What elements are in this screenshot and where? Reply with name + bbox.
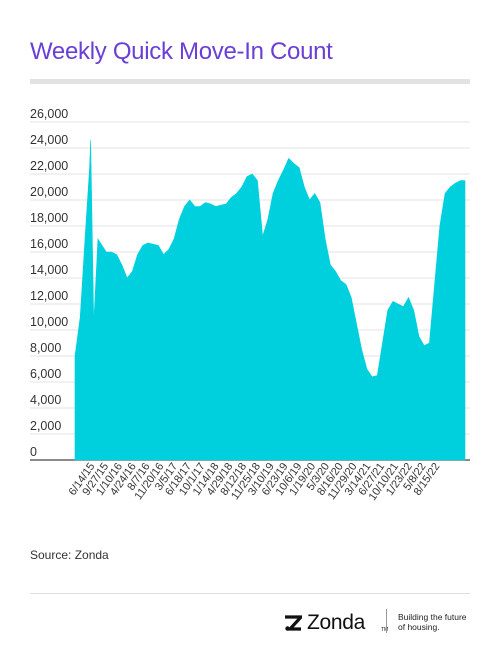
x-axis-tick-labels: 6/14/159/27/151/10/164/24/168/7/1611/20/… bbox=[67, 461, 443, 503]
area-series bbox=[74, 140, 466, 461]
area-chart: 0 2,000 4,000 6,000 8,000 10,000 12,000 14,000 1… bbox=[30, 107, 470, 503]
y-tick-label: 14,000 bbox=[30, 263, 68, 277]
y-tick-label: 12,000 bbox=[30, 289, 68, 303]
zonda-wordmark: Zonda bbox=[307, 611, 366, 634]
y-tick-label: 4,000 bbox=[30, 393, 61, 407]
y-tick-label: 6,000 bbox=[30, 367, 61, 381]
y-tick-label: 2,000 bbox=[30, 419, 61, 433]
title-divider bbox=[30, 79, 470, 84]
footer-divider bbox=[30, 593, 470, 594]
y-axis-tick-labels: 0 2,000 4,000 6,000 8,000 10,000 12,000 14,000 1… bbox=[30, 107, 68, 459]
y-tick-label: 24,000 bbox=[30, 133, 68, 147]
tagline-line-2: of housing. bbox=[398, 622, 440, 632]
y-tick-label: 20,000 bbox=[30, 185, 68, 199]
y-tick-label: 18,000 bbox=[30, 211, 68, 225]
tagline-line-1: Building the future bbox=[398, 612, 467, 622]
y-tick-label: 0 bbox=[30, 445, 37, 459]
trademark-symbol: TM bbox=[381, 627, 389, 633]
source-note: Source: Zonda bbox=[30, 548, 109, 562]
y-tick-label: 10,000 bbox=[30, 315, 68, 329]
zonda-logo: Zonda TM bbox=[284, 611, 388, 635]
chart-title: Weekly Quick Move-In Count bbox=[30, 38, 333, 65]
y-tick-label: 16,000 bbox=[30, 237, 68, 251]
y-tick-label: 26,000 bbox=[30, 107, 68, 121]
y-tick-label: 8,000 bbox=[30, 341, 61, 355]
logo-divider bbox=[386, 609, 387, 633]
zonda-mark-icon bbox=[285, 615, 302, 631]
quick-move-in-area bbox=[74, 140, 466, 461]
y-tick-label: 22,000 bbox=[30, 159, 68, 173]
brand-tagline: Building the future of housing. bbox=[398, 612, 478, 632]
